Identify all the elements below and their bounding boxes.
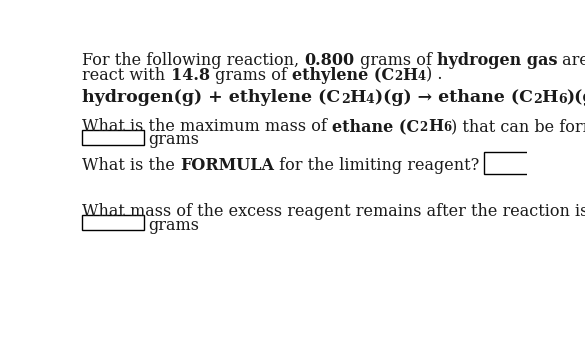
- Text: hydrogen(g) + ethylene (C: hydrogen(g) + ethylene (C: [82, 89, 340, 106]
- Bar: [484, 152, 553, 174]
- Text: What is the: What is the: [82, 157, 180, 174]
- Text: 2: 2: [340, 92, 349, 106]
- Text: are allowed to: are allowed to: [558, 52, 585, 69]
- Text: H: H: [428, 118, 443, 135]
- Text: 4: 4: [366, 92, 374, 106]
- Text: hydrogen gas: hydrogen gas: [437, 52, 558, 69]
- Text: react with: react with: [82, 67, 171, 84]
- Text: )(g) → ethane (C: )(g) → ethane (C: [374, 89, 533, 106]
- Text: H: H: [402, 67, 418, 84]
- Text: FORMULA: FORMULA: [180, 157, 274, 174]
- Text: for the limiting reagent?: for the limiting reagent?: [274, 157, 480, 174]
- Text: 6: 6: [558, 92, 566, 106]
- Text: ethane (C: ethane (C: [332, 118, 419, 135]
- Text: 4: 4: [418, 70, 425, 83]
- Text: For the following reaction,: For the following reaction,: [82, 52, 305, 69]
- Bar: [82, 130, 144, 145]
- Text: 6: 6: [443, 121, 451, 134]
- Text: H: H: [542, 89, 558, 106]
- Text: grams of: grams of: [355, 52, 437, 69]
- Text: 2: 2: [533, 92, 542, 106]
- Bar: [82, 215, 144, 231]
- Text: grams: grams: [149, 217, 199, 233]
- Text: 14.8: 14.8: [171, 67, 210, 84]
- Text: What is the maximum mass of: What is the maximum mass of: [82, 118, 332, 135]
- Text: grams: grams: [149, 131, 199, 148]
- Text: H: H: [349, 89, 366, 106]
- Text: 0.800: 0.800: [305, 52, 355, 69]
- Text: )(g): )(g): [566, 89, 585, 106]
- Text: ethylene (C: ethylene (C: [292, 67, 394, 84]
- Text: ) that can be formed?: ) that can be formed?: [451, 118, 585, 135]
- Text: 2: 2: [419, 121, 428, 134]
- Text: 2: 2: [394, 70, 402, 83]
- Text: grams of: grams of: [210, 67, 292, 84]
- Text: What mass of the excess reagent remains after the reaction is complete?: What mass of the excess reagent remains …: [82, 203, 585, 220]
- Text: ) .: ) .: [425, 67, 442, 84]
